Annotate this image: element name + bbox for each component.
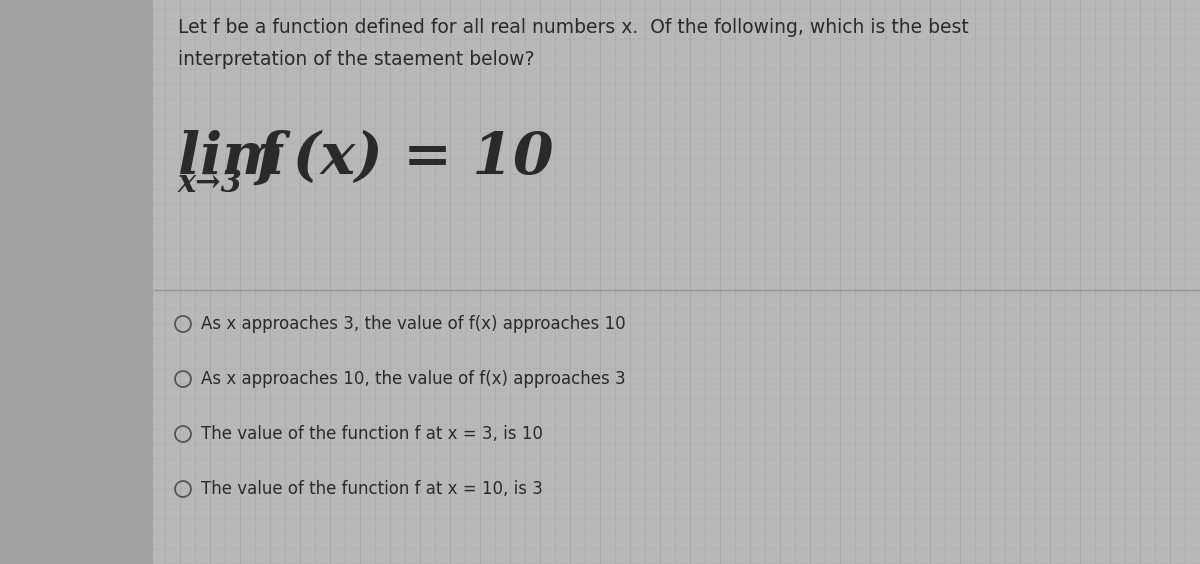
Text: The value of the function f at x = 10, is 3: The value of the function f at x = 10, i… (202, 480, 542, 498)
Text: interpretation of the staement below?: interpretation of the staement below? (178, 50, 534, 69)
Text: f (x) = 10: f (x) = 10 (256, 130, 553, 187)
Text: x→3: x→3 (178, 168, 242, 199)
Text: The value of the function f at x = 3, is 10: The value of the function f at x = 3, is… (202, 425, 542, 443)
Text: Let f be a function defined for all real numbers x.  Of the following, which is : Let f be a function defined for all real… (178, 18, 968, 37)
Bar (0, 0, 154, 564)
Text: As x approaches 3, the value of f(x) approaches 10: As x approaches 3, the value of f(x) app… (202, 315, 625, 333)
Text: As x approaches 10, the value of f(x) approaches 3: As x approaches 10, the value of f(x) ap… (202, 370, 625, 388)
Text: lim: lim (178, 130, 284, 187)
